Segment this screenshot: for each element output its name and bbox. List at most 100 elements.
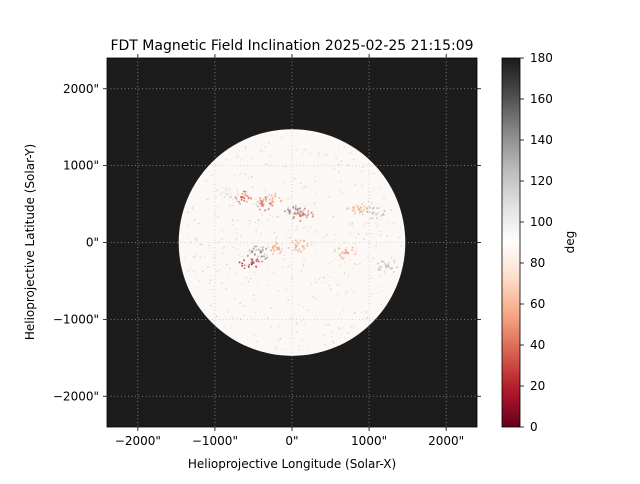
noise-pixel [347,275,349,277]
feature-pixel [281,199,283,202]
noise-pixel [281,266,283,268]
noise-pixel [377,292,379,294]
noise-pixel [249,252,251,254]
noise-pixel [361,170,363,172]
feature-pixel [223,191,225,194]
noise-pixel [229,267,231,269]
feature-pixel [288,211,291,213]
noise-pixel [277,290,280,292]
noise-pixel [211,289,213,291]
feature-pixel [296,208,298,211]
feature-pixel [227,193,230,196]
feature-pixel [251,249,254,252]
noise-pixel [246,193,248,195]
noise-pixel [289,237,291,239]
feature-pixel [236,189,238,192]
noise-pixel [303,226,305,228]
feature-pixel [243,190,245,193]
noise-pixel [357,309,359,311]
noise-pixel [341,192,343,194]
noise-pixel [249,271,251,273]
noise-pixel [371,293,373,295]
grid [107,58,477,427]
feature-pixel [260,250,262,253]
noise-pixel [213,264,215,266]
feature-pixel [294,242,296,245]
feature-pixel [274,245,276,248]
noise-pixel [257,309,259,311]
noise-pixel [223,246,225,248]
feature-pixel [384,263,386,265]
noise-pixel [314,231,316,233]
noise-pixel [252,203,254,206]
feature-pixel [260,255,263,258]
feature-pixel [284,210,286,212]
noise-pixel [388,221,390,223]
noise-pixel [378,285,380,288]
noise-pixel [251,175,253,178]
feature-pixel [277,246,279,249]
noise-pixel [277,349,279,351]
noise-pixel [350,326,352,328]
feature-pixel [377,269,380,271]
feature-pixel [256,258,259,260]
feature-pixel [268,202,271,205]
feature-pixel [262,246,265,248]
noise-pixel [373,187,375,190]
noise-pixel [337,148,339,150]
feature-pixel [275,243,278,245]
noise-pixel [349,223,351,225]
feature-pixel [344,248,347,251]
feature-pixel [267,246,269,249]
feature-pixel [226,193,228,195]
feature-pixel [360,206,362,208]
feature-pixel [302,245,305,247]
feature-pixel [277,247,279,250]
noise-pixel [361,185,363,187]
noise-pixel [328,196,330,198]
noise-pixel [370,259,372,261]
feature-pixel [247,265,250,267]
feature-pixel [301,245,304,247]
feature-pixel [297,250,299,252]
feature-pixel [371,212,374,215]
noise-pixel [355,236,357,238]
noise-pixel [323,277,325,279]
noise-pixel [221,229,223,232]
feature-pixel [266,256,268,259]
feature-pixel [381,214,383,217]
feature-pixel [304,207,306,210]
noise-pixel [355,291,357,293]
feature-pixel [272,248,274,250]
noise-pixel [332,340,334,342]
feature-pixel [342,251,344,253]
feature-pixel [354,253,356,256]
noise-pixel [196,238,198,240]
noise-pixel [351,287,353,289]
feature-pixel [292,206,295,209]
noise-pixel [310,244,313,246]
feature-pixel [375,213,377,216]
feature-pixel [243,199,246,202]
noise-pixel [296,323,298,325]
feature-pixel [294,239,297,242]
noise-pixel [277,340,279,342]
noise-pixel [227,311,229,313]
noise-pixel [298,349,300,351]
feature-pixel [260,200,263,202]
feature-pixel [257,200,259,203]
feature-pixel [243,259,245,262]
noise-pixel [247,281,250,283]
noise-pixel [355,263,357,265]
feature-pixel [295,244,298,247]
feature-pixel [262,198,265,201]
feature-pixel [382,260,385,263]
noise-pixel [352,225,354,227]
noise-pixel [264,312,266,315]
noise-pixel [307,309,309,311]
noise-pixel [383,290,385,292]
feature-pixel [390,267,392,269]
x-tick-label: −1000" [192,434,238,448]
noise-pixel [308,233,310,235]
